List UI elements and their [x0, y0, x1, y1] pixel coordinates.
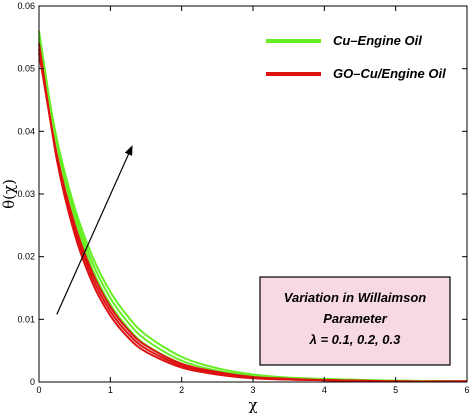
x-tick-label: 1: [108, 385, 113, 395]
x-tick-label: 6: [464, 385, 469, 395]
y-tick-label: 0.03: [17, 189, 35, 199]
y-tick-label: 0.01: [17, 314, 35, 324]
x-tick-label: 0: [36, 385, 41, 395]
legend: Cu–Engine Oil GO–Cu/Engine Oil: [266, 33, 446, 81]
x-tick-label: 3: [250, 385, 255, 395]
legend-label-cu: Cu–Engine Oil: [333, 33, 422, 48]
x-axis-label: χ: [248, 396, 257, 414]
y-tick-label: 0: [30, 377, 35, 387]
x-tick-label: 2: [179, 385, 184, 395]
y-tick-label: 0.05: [17, 64, 35, 74]
annotation-line-2: Parameter: [323, 311, 388, 326]
y-tick-label: 0.04: [17, 126, 35, 136]
y-axis-label: θ(χ): [0, 179, 18, 209]
annotation-background: [259, 276, 451, 366]
annotation-line-1: Variation in Willaimson: [284, 290, 426, 305]
y-tick-label: 0.06: [17, 1, 35, 11]
x-tick-label: 4: [322, 385, 327, 395]
legend-label-go-cu: GO–Cu/Engine Oil: [333, 66, 446, 81]
ticks-layer: 0 1 2 3 4 5 6 0 0.01 0.02 0.03 0.04 0.05 0.06: [17, 1, 469, 395]
trend-arrow: [56, 145, 133, 315]
annotation-box: Variation in Willaimson Parameter λ = 0.…: [259, 276, 451, 366]
annotation-line-3: λ = 0.1, 0.2, 0.3: [309, 332, 401, 347]
y-tick-label: 0.02: [17, 252, 35, 262]
x-tick-label: 5: [393, 385, 398, 395]
